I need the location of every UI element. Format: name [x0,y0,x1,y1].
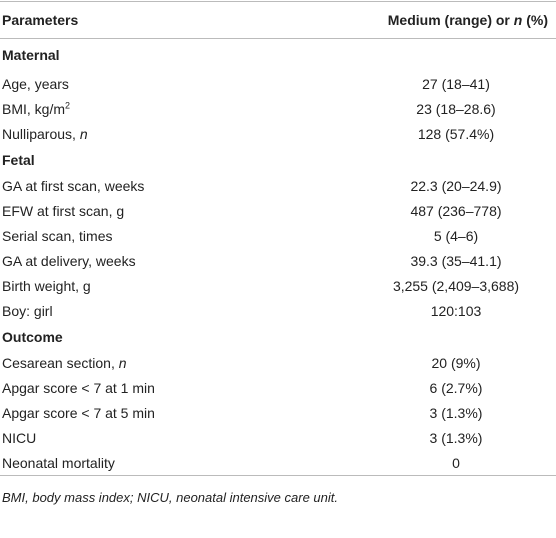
footnote: BMI, body mass index; NICU, neonatal int… [2,490,338,505]
text-part: Nulliparous, [2,125,80,142]
header-cell: Parameters [0,1,354,39]
row-value: 3 (1.3%) [429,429,483,446]
text-part: (%) [522,12,548,28]
data-row: NICU 3 (1.3%) [0,425,556,450]
text-part: Neonatal mortality [2,454,115,471]
row-label: Nulliparous, n [0,121,354,146]
data-row: Apgar score < 7 at 1 min 6 (2.7%) [0,375,556,400]
data-row: Neonatal mortality 0 [0,450,556,476]
text-part: Boy: girl [2,302,53,319]
row-label: BMI, kg/m2 [0,96,354,121]
data-row: Cesarean section, n 20 (9%) [0,350,556,375]
text-part: BMI, kg/m [2,100,66,117]
header-row: Parameters Medium (range) or n (%) [0,1,556,39]
row-value: 39.3 (35–41.1) [410,252,502,269]
row-value: 128 (57.4%) [417,125,495,142]
text-part: Cesarean section, [2,354,119,371]
text-part: GA at first scan, weeks [2,177,145,194]
row-label: Apgar score < 7 at 1 min [0,375,354,400]
text-part: Birth weight, g [2,277,91,294]
data-row: EFW at first scan, g 487 (236–778) [0,198,556,223]
text-part: Serial scan, times [2,227,113,244]
row-label: Cesarean section, n [0,350,354,375]
row-label: Birth weight, g [0,273,354,298]
row-value: 20 (9%) [431,354,481,371]
row-value: 487 (236–778) [410,202,502,219]
text-part: Apgar score < 7 at 1 min [2,379,155,396]
data-row: Serial scan, times 5 (4–6) [0,223,556,248]
row-label: GA at first scan, weeks [0,173,354,198]
row-value: 23 (18–28.6) [416,100,496,117]
row-value: 22.3 (20–24.9) [410,177,502,194]
row-value: 120:103 [430,302,482,319]
data-table: Parameters Medium (range) or n (%) Mater… [0,1,556,476]
row-label: Age, years [0,71,354,96]
section-title: Fetal [2,151,35,168]
section-row: Fetal [0,146,556,173]
text-part: EFW at first scan, g [2,202,125,219]
data-row: BMI, kg/m2 23 (18–28.6) [0,96,556,121]
row-value: 3,255 (2,409–3,688) [392,277,520,294]
data-row: GA at delivery, weeks 39.3 (35–41.1) [0,248,556,273]
table-body: Maternal Age, years 27 (18–41) BMI, kg/m2 23… [0,39,556,476]
section-row: Maternal [0,39,556,72]
row-label: GA at delivery, weeks [0,248,354,273]
row-label: Neonatal mortality [0,450,354,476]
section-row: Outcome [0,323,556,350]
row-label: EFW at first scan, g [0,198,354,223]
data-row: Nulliparous, n 128 (57.4%) [0,121,556,146]
row-value: 27 (18–41) [422,75,490,92]
header-cell: Medium (range) or n (%) [354,1,556,39]
row-value: 3 (1.3%) [429,404,483,421]
text-part: 2 [65,99,71,110]
row-label: Serial scan, times [0,223,354,248]
section-title: Maternal [2,47,60,63]
text-part: n [513,12,523,28]
row-label: Apgar score < 7 at 5 min [0,400,354,425]
row-value: 6 (2.7%) [429,379,483,396]
data-row: GA at first scan, weeks 22.3 (20–24.9) [0,173,556,198]
text-part: Age, years [2,75,69,92]
text-part: n [79,125,88,142]
data-row: Boy: girl 120:103 [0,298,556,323]
row-label: NICU [0,425,354,450]
data-row: Birth weight, g 3,255 (2,409–3,688) [0,273,556,298]
section-title: Outcome [2,328,63,345]
row-value: 0 [354,450,556,476]
data-row: Age, years 27 (18–41) [0,71,556,96]
text-part: NICU [2,429,37,446]
text-part: GA at delivery, weeks [2,252,136,269]
row-value: 5 (4–6) [433,227,479,244]
text-part: n [118,354,127,371]
row-label: Boy: girl [0,298,354,323]
text-part: Apgar score < 7 at 5 min [2,404,155,421]
text-part: Medium (range) or [387,12,514,28]
data-row: Apgar score < 7 at 5 min 3 (1.3%) [0,400,556,425]
